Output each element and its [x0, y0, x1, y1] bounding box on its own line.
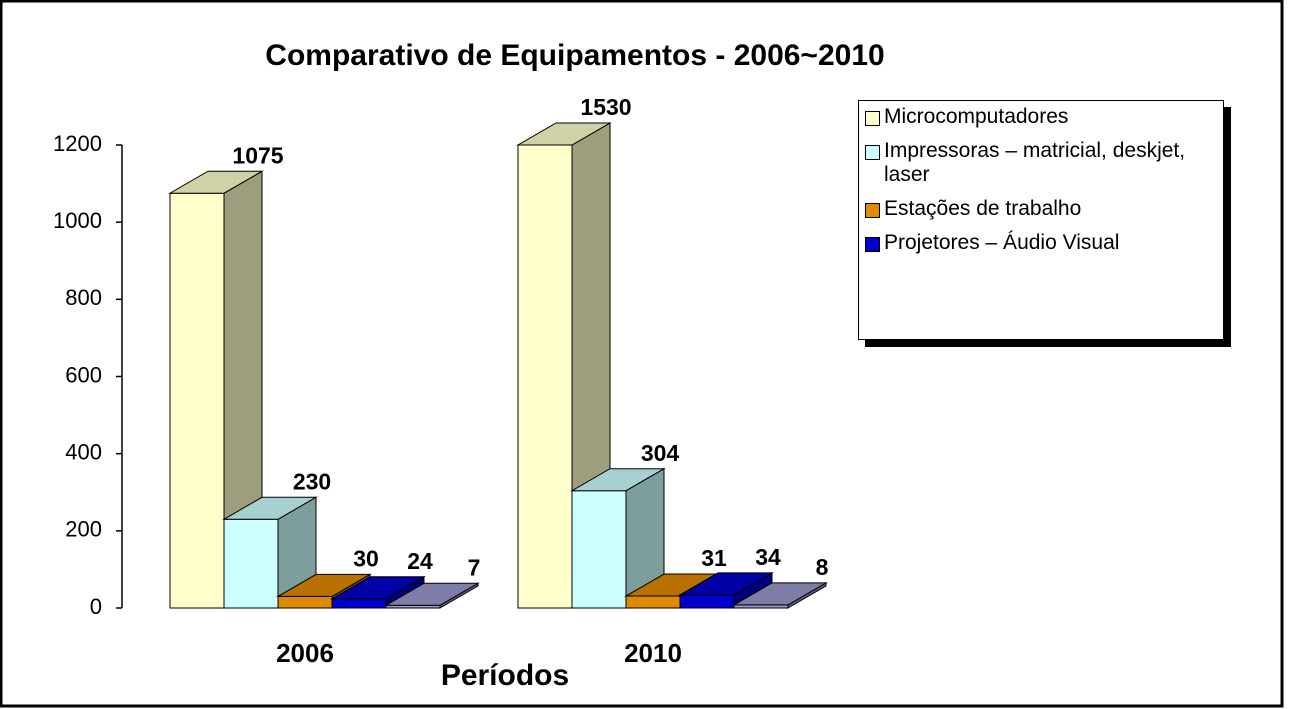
x-tick-label: 2010 — [624, 638, 682, 668]
legend-entry: Estações de trabalho — [865, 197, 1217, 221]
legend-label: Projetores – Áudio Visual — [884, 231, 1120, 254]
legend-entry: Microcomputadores — [865, 105, 1217, 129]
bar-top — [222, 496, 318, 520]
value-label: 304 — [641, 440, 680, 466]
bar — [625, 595, 681, 609]
legend-entry: Projetores – Áudio Visual — [865, 231, 1217, 255]
y-tick-label: 200 — [65, 517, 102, 542]
y-tick-label: 0 — [90, 594, 102, 619]
x-axis-title: Períodos — [441, 659, 569, 692]
bar-top — [384, 582, 480, 606]
y-tick-label: 800 — [65, 285, 102, 310]
x-tick-label: 2006 — [276, 638, 334, 668]
value-label: 230 — [293, 468, 331, 494]
bar-top — [732, 582, 828, 606]
y-tick-label: 1200 — [53, 131, 102, 156]
legend-swatch — [865, 203, 880, 218]
legend-label: Microcomputadores — [884, 105, 1069, 128]
bar — [679, 594, 735, 609]
bar — [331, 598, 387, 609]
legend: Microcomputadores Impressoras – matricial… — [858, 100, 1224, 340]
bar-top — [168, 170, 264, 194]
bar — [223, 518, 279, 609]
legend-swatch — [865, 111, 880, 126]
bar — [277, 595, 333, 609]
y-tick-label: 1000 — [53, 208, 102, 233]
value-label: 30 — [353, 546, 379, 572]
value-label: 31 — [701, 545, 727, 571]
value-label: 1530 — [580, 94, 631, 120]
legend-swatch — [865, 237, 880, 252]
value-label: 34 — [755, 544, 781, 570]
legend-label: Impressoras – matricial, deskjet, laser — [884, 139, 1186, 186]
bar-top — [276, 573, 372, 597]
bar-top — [330, 576, 426, 600]
bar-top — [516, 122, 612, 146]
value-label: 24 — [407, 548, 433, 574]
y-tick-label: 400 — [65, 439, 102, 464]
y-tick-label: 600 — [65, 362, 102, 387]
value-label: 7 — [468, 554, 481, 580]
legend-label: Estações de trabalho — [884, 197, 1082, 220]
value-label: 1075 — [232, 142, 283, 168]
value-label: 8 — [816, 554, 829, 580]
chart-title: Comparativo de Equipamentos - 2006~2010 — [265, 39, 884, 72]
bar-top — [678, 572, 774, 596]
bar-top — [570, 468, 666, 492]
legend-swatch — [865, 145, 880, 160]
bar — [571, 490, 627, 609]
bar — [169, 192, 225, 609]
legend-entry: Impressoras – matricial, deskjet, laser — [865, 139, 1217, 187]
bar — [517, 144, 573, 609]
